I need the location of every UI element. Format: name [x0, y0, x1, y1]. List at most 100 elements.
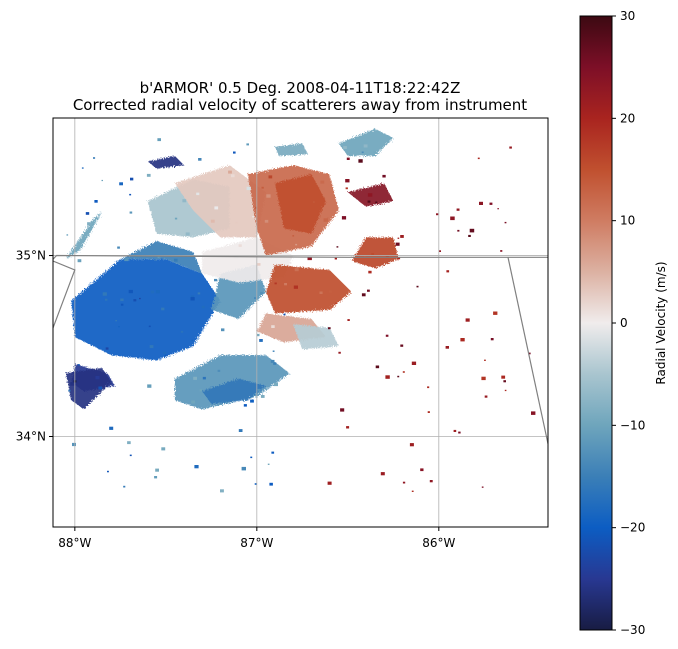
echo-speckle [271, 325, 275, 328]
echo-speckle [395, 242, 400, 246]
echo-speckle [385, 334, 389, 337]
echo-speckle [77, 364, 80, 366]
echo-speckle [493, 311, 498, 315]
echo-speckle [481, 376, 486, 381]
echo-speckle [129, 454, 132, 457]
echo-region-west-inbound-core [71, 259, 221, 361]
echo-speckle [129, 193, 132, 196]
echo-speckle [124, 257, 129, 262]
echo-speckle [231, 174, 235, 178]
echo-speckle [173, 258, 178, 262]
echo-speckle [102, 292, 107, 296]
echo-speckle [243, 404, 247, 407]
echo-speckle [289, 262, 292, 264]
echo-speckle [270, 359, 275, 363]
echo-speckle [453, 429, 457, 432]
echo-speckle [436, 213, 439, 216]
echo-speckle [323, 218, 328, 222]
colorbar-tick-label: −10 [620, 418, 645, 432]
echo-speckle [489, 202, 493, 205]
x-tick-label: 86°W [422, 536, 455, 550]
echo-speckle [101, 179, 103, 182]
echo-speckle [70, 382, 75, 386]
colorbar-tick-label: 30 [620, 9, 635, 23]
echo-speckle [273, 382, 278, 387]
echo-speckle [509, 146, 512, 149]
echo-speckle [129, 211, 133, 214]
echo-speckle [196, 192, 200, 196]
echo-speckle [368, 270, 372, 274]
echo-speckle [149, 345, 154, 349]
echo-speckle [477, 157, 480, 160]
echo-speckle [469, 228, 475, 233]
echo-speckle [402, 371, 405, 373]
echo-speckle [105, 347, 109, 350]
colorbar-tick-label: 20 [620, 111, 635, 125]
echo-speckle [119, 182, 123, 186]
colorbar-tick-label: 0 [620, 316, 628, 330]
echo-speckle [254, 206, 257, 209]
echo-speckle [261, 186, 264, 189]
echo-speckle [497, 208, 499, 210]
echo-speckle [400, 235, 404, 238]
echo-speckle [361, 151, 364, 154]
echo-speckle [327, 481, 332, 485]
echo-speckle [341, 216, 347, 220]
echo-speckle [397, 375, 400, 378]
echo-speckle [416, 285, 419, 288]
echo-speckle [346, 157, 350, 160]
echo-region-southwest-dark-cell [65, 367, 112, 410]
echo-speckle [146, 173, 151, 177]
echo-speckle [340, 408, 345, 412]
echo-speckle [264, 219, 269, 223]
echo-speckle [400, 344, 404, 347]
echo-speckle [221, 328, 225, 332]
echo-speckle [420, 468, 424, 472]
echo-speckle [120, 303, 124, 306]
echo-speckle [465, 318, 470, 322]
echo-speckle [409, 443, 414, 447]
echo-speckle [382, 174, 386, 178]
echo-speckle [271, 451, 275, 454]
echo-speckle [194, 465, 199, 469]
echo-speckle [402, 481, 406, 484]
echo-speckle [161, 447, 166, 451]
colorbar: −30 −20 −10 0 10 20 30 Radial Velocity (m/s) [579, 9, 668, 637]
state-borders [53, 254, 548, 444]
radar-echoes [65, 128, 536, 493]
echo-speckle [273, 337, 276, 340]
echo-speckle [336, 246, 339, 248]
echo-speckle [191, 400, 196, 404]
echo-speckle [286, 249, 289, 251]
echo-speckle [458, 431, 461, 434]
echo-speckle [394, 249, 397, 252]
echo-speckle [273, 362, 277, 365]
echo-speckle [504, 389, 507, 392]
echo-speckle [155, 290, 160, 294]
echo-speckle [127, 441, 131, 445]
echo-speckle [361, 293, 366, 297]
colorbar-gradient [579, 15, 613, 631]
echo-speckle [327, 217, 329, 219]
echo-speckle [268, 175, 273, 179]
echo-speckle [139, 297, 141, 300]
echo-speckle [123, 485, 126, 488]
echo-speckle [68, 389, 71, 392]
echo-speckle [503, 380, 506, 383]
echo-speckle [115, 320, 117, 322]
echo-region-northwest-dark-cell [147, 156, 184, 169]
state-border-line [507, 257, 548, 444]
echo-speckle [155, 468, 159, 472]
colorbar-tick-label: −20 [620, 521, 645, 535]
echo-speckle [345, 179, 350, 183]
echo-speckle [94, 200, 98, 203]
x-ticks: 88°W 87°W 86°W [58, 527, 456, 550]
echo-speckle [429, 480, 433, 483]
echo-speckle [220, 489, 224, 493]
echo-speckle [397, 237, 400, 239]
echo-speckle [202, 376, 206, 380]
echo-speckle [217, 369, 221, 372]
echo-speckle [157, 256, 160, 259]
echo-speckle [254, 483, 257, 485]
